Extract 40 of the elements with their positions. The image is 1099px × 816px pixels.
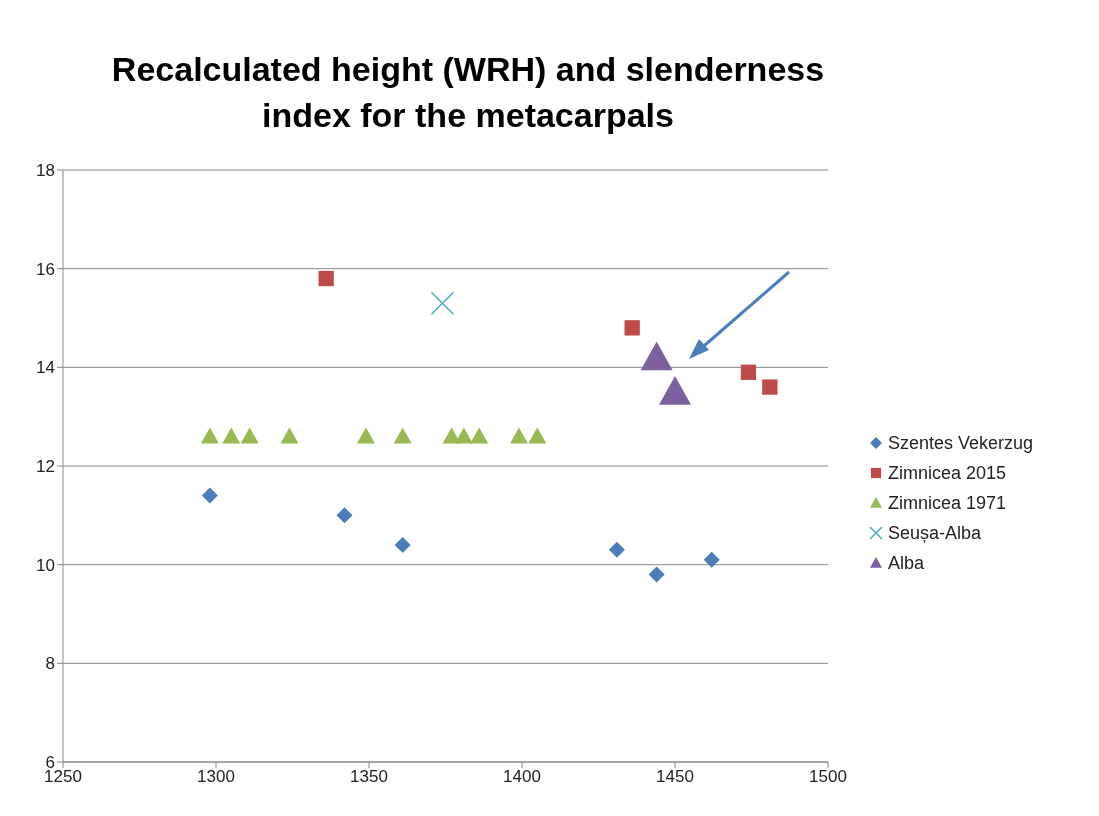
y-tick-label: 12 [36,457,55,477]
point [240,427,259,444]
legend-label: Szentes Vekerzug [888,432,1034,454]
point [430,291,455,315]
x-tick-label: 1500 [809,767,847,787]
point [509,427,528,444]
point [640,341,673,371]
point [624,320,640,336]
point [528,427,547,444]
point [454,427,473,444]
point [201,487,218,504]
point [659,376,691,405]
chart-title: Recalculated height (WRH) and slenderness index for the metacarpals [110,49,826,136]
legend-label: Alba [888,552,925,574]
point [608,541,625,558]
x-tick-label: 1300 [197,767,235,787]
y-tick-label: 14 [36,358,55,378]
point [393,427,412,444]
point [222,427,241,444]
point [648,566,665,583]
point [336,507,353,524]
point [356,427,375,444]
x-tick-label: 1450 [656,767,694,787]
y-tick-label: 18 [36,161,55,181]
point [318,270,334,287]
x-tick-label: 1350 [350,767,388,787]
point [394,536,411,553]
point [740,364,757,380]
point [200,427,219,444]
y-tick-label: 16 [36,259,55,279]
y-tick-label: 8 [45,654,55,674]
point [280,427,299,444]
y-tick-label: 10 [36,555,55,575]
point [703,551,720,568]
legend-label: Seușa-Alba [888,522,982,544]
point [470,427,489,444]
point [762,379,778,395]
x-tick-label: 1400 [503,767,541,787]
legend-label: Zimnicea 1971 [888,492,1007,514]
legend-label: Zimnicea 2015 [888,462,1007,484]
